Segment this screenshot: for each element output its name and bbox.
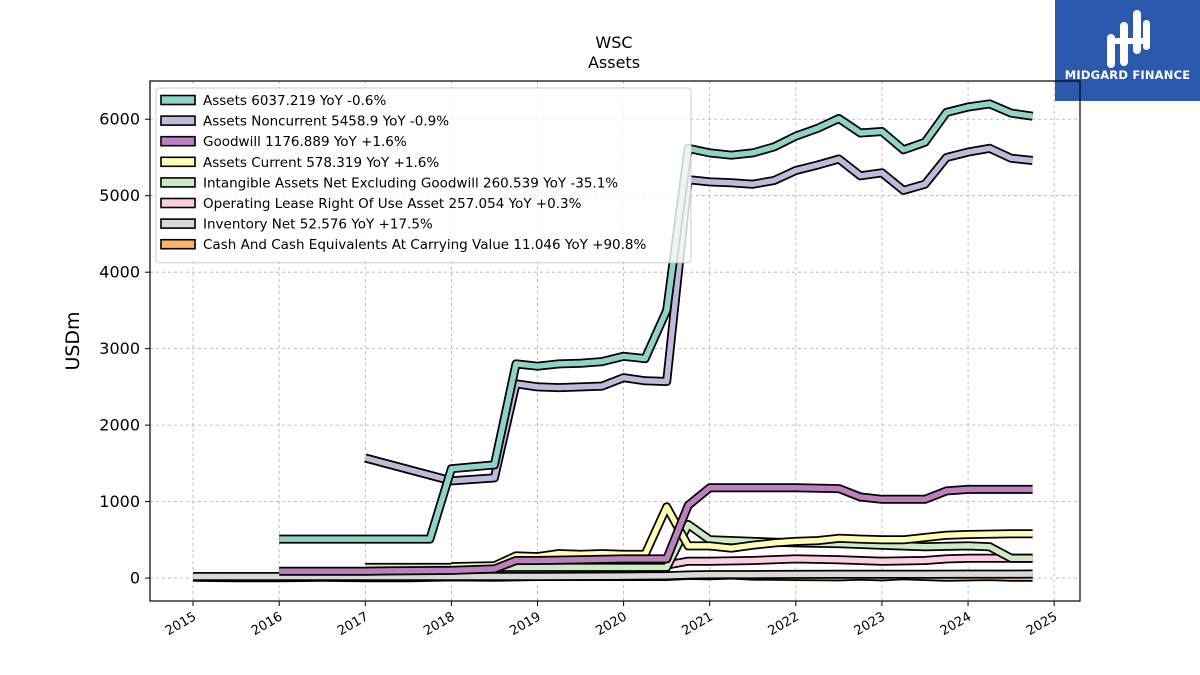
legend-swatch: [160, 135, 196, 147]
legend-entry: Assets 6037.219 YoY -0.6%: [160, 93, 387, 109]
series-line: [279, 483, 1033, 576]
series-stroke: [193, 571, 1033, 580]
series-line: [451, 502, 1033, 572]
series-line: [193, 569, 1033, 581]
x-tick-label: 2017: [335, 609, 371, 639]
x-tick-label: 2015: [163, 609, 199, 639]
legend-swatch: [160, 156, 196, 168]
legend: Assets 6037.219 YoY -0.6% Assets Noncurre…: [155, 87, 692, 264]
y-tick-label: 0: [130, 569, 140, 588]
brand-logo: MIDGARD FINANCE: [1055, 0, 1200, 101]
series-stroke: [364, 145, 1033, 484]
logo-mark-icon: [1107, 10, 1150, 68]
x-tick-label: 2022: [766, 609, 802, 639]
series-stroke: [279, 485, 1033, 574]
plot-area-frame: [149, 80, 1081, 602]
legend-swatch: [160, 197, 196, 209]
legend-label: Intangible Assets Net Excluding Goodwill…: [203, 175, 618, 191]
legend-swatch: [160, 177, 196, 188]
legend-label: Inventory Net 52.576 YoY +17.5%: [203, 217, 433, 233]
x-tick-label: 2016: [249, 609, 285, 639]
legend-box: [155, 87, 692, 264]
series-stroke: [451, 504, 1033, 570]
legend-swatch: [160, 218, 196, 229]
y-tick-label: 2000: [99, 416, 140, 435]
x-tick-label: 2020: [593, 609, 629, 639]
y-tick-label: 4000: [99, 263, 140, 282]
x-tick-label: 2024: [938, 609, 974, 639]
x-tick-label: 2018: [421, 609, 457, 639]
legend-entry: Cash And Cash Equivalents At Carrying Va…: [160, 237, 647, 253]
legend-entry: Intangible Assets Net Excluding Goodwill…: [160, 175, 618, 191]
legend-label: Assets Current 578.319 YoY +1.6%: [203, 155, 439, 171]
y-tick-label: 6000: [99, 110, 140, 129]
legend-entry: Assets Current 578.319 YoY +1.6%: [160, 155, 439, 171]
legend-swatch: [160, 115, 196, 126]
legend-label: Operating Lease Right Of Use Asset 257.0…: [203, 196, 582, 212]
legend-swatch: [160, 238, 196, 250]
chart-title: WSC: [595, 33, 632, 52]
legend-entry: Inventory Net 52.576 YoY +17.5%: [160, 217, 433, 233]
series-line: [364, 143, 1034, 486]
x-axis-ticks: 2015 2016 2017 2018 2019 2020 2021 2022 2023 2024…: [163, 601, 1060, 639]
legend-entry: Assets Noncurrent 5458.9 YoY -0.9%: [160, 114, 449, 130]
y-tick-label: 5000: [99, 186, 140, 205]
y-tick-label: 3000: [99, 339, 140, 358]
series-lines: [193, 99, 1034, 583]
x-tick-label: 2023: [852, 609, 888, 639]
legend-label: Assets Noncurrent 5458.9 YoY -0.9%: [203, 114, 449, 130]
chart-subtitle: Assets: [588, 53, 640, 72]
y-axis-label: USDm: [62, 311, 84, 370]
series-line: [279, 99, 1034, 544]
y-tick-label: 1000: [99, 492, 140, 511]
legend-label: Cash And Cash Equivalents At Carrying Va…: [203, 237, 647, 253]
legend-entry: Goodwill 1176.889 YoY +1.6%: [160, 134, 407, 150]
x-tick-label: 2025: [1024, 609, 1060, 639]
legend-entry: Operating Lease Right Of Use Asset 257.0…: [160, 196, 582, 212]
x-tick-label: 2019: [507, 609, 543, 639]
logo-text: MIDGARD FINANCE: [1064, 68, 1191, 82]
x-tick-label: 2021: [680, 609, 716, 639]
y-axis-ticks: 0 1000 2000 3000 4000 5000 6000: [99, 110, 150, 588]
legend-label: Goodwill 1176.889 YoY +1.6%: [203, 134, 407, 150]
series-stroke: [279, 101, 1033, 542]
legend-swatch: [160, 94, 196, 106]
legend-label: Assets 6037.219 YoY -0.6%: [203, 93, 387, 109]
